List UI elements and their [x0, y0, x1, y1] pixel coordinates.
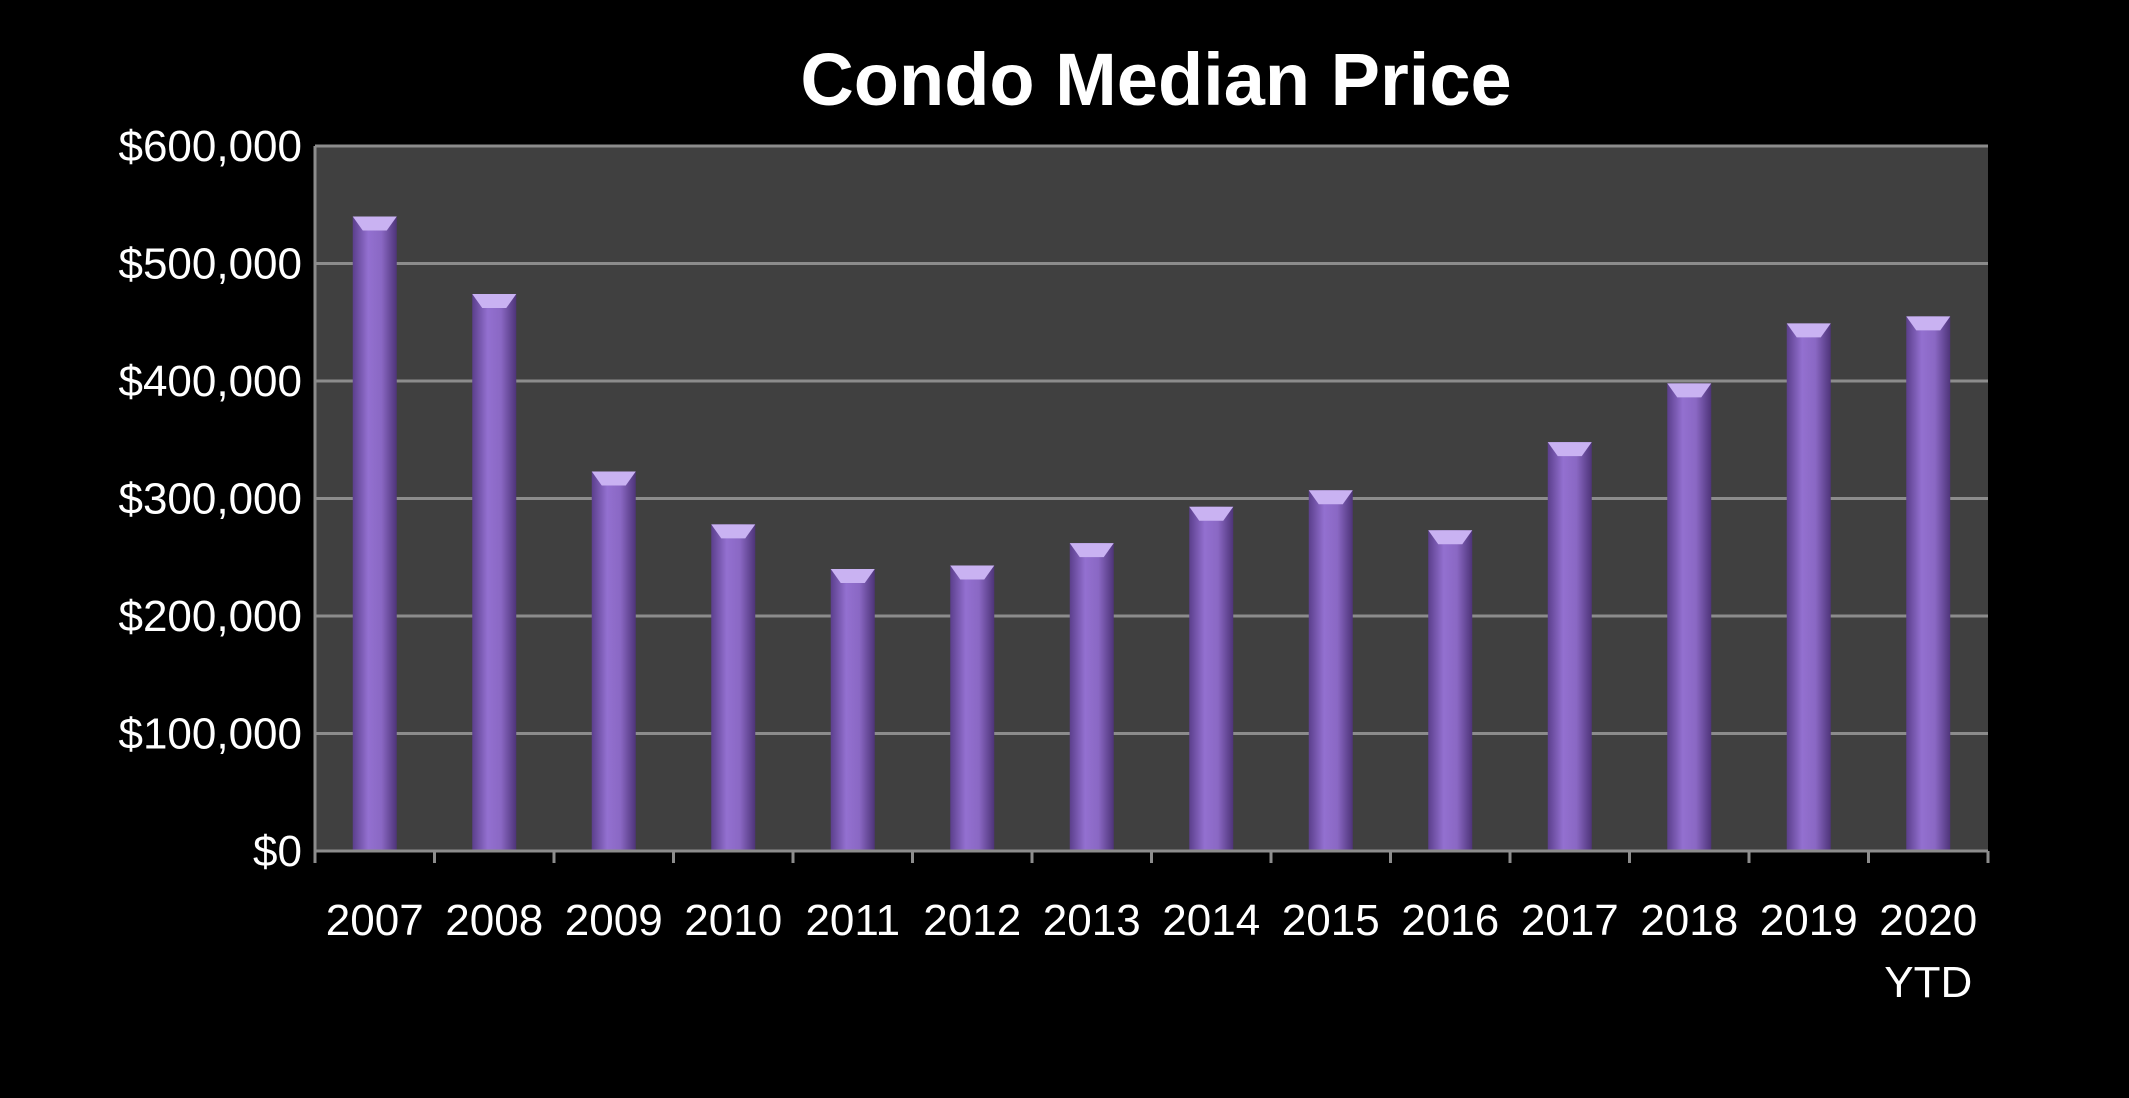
x-tick-label: 2019: [1760, 896, 1858, 945]
axes: [313, 146, 1990, 863]
bar-cap: [1428, 530, 1473, 545]
y-tick-label: $400,000: [118, 357, 302, 406]
bar: [1308, 490, 1353, 851]
bar-cap: [1189, 506, 1234, 521]
bar: [352, 216, 397, 851]
x-tick-labels: 2007 2008 2009 2010 2011 2012 2013 2014 2015 2016…: [326, 896, 1977, 1007]
x-tick-label: 2010: [684, 896, 782, 945]
y-tick-label: $300,000: [118, 475, 302, 524]
bar-cap: [950, 565, 995, 580]
x-tick-label: 2011: [805, 896, 900, 945]
y-tick-label: $0: [253, 827, 302, 876]
bar-cap: [591, 471, 636, 486]
bar-cap: [1786, 323, 1831, 338]
x-tick-label: 2017: [1521, 896, 1619, 945]
y-tick-label: $500,000: [118, 240, 302, 289]
bar: [1189, 506, 1234, 851]
bars: [352, 216, 1951, 851]
x-tick-label: 2013: [1043, 896, 1141, 945]
y-tick-label: $200,000: [118, 592, 302, 641]
bar: [1786, 323, 1831, 851]
bar-cap: [711, 524, 756, 539]
x-tick-label: 2015: [1282, 896, 1380, 945]
bar: [1069, 543, 1114, 851]
bar: [1906, 316, 1951, 851]
bar: [1667, 383, 1712, 851]
y-tick-label: $600,000: [118, 122, 302, 171]
bar: [830, 569, 875, 851]
bar-cap: [1547, 442, 1592, 457]
x-tick-label: 2014: [1162, 896, 1260, 945]
y-tick-label: $100,000: [118, 710, 302, 759]
bar: [1428, 530, 1473, 851]
x-tick-label: 2007: [326, 896, 424, 945]
bar: [711, 524, 756, 851]
bar-cap: [1069, 543, 1114, 558]
chart-title: Condo Median Price: [800, 38, 1511, 121]
x-tick-label: 2016: [1401, 896, 1499, 945]
x-tick-label: 2020 YTD: [1879, 896, 1977, 1007]
bar-cap: [352, 216, 397, 231]
bar: [591, 471, 636, 851]
bar-cap: [830, 569, 875, 583]
y-tick-labels: $0 $100,000 $200,000 $300,000 $400,000 $500,0…: [118, 122, 302, 876]
x-tick-label: 2008: [445, 896, 543, 945]
bar-cap: [472, 294, 517, 309]
bar-cap: [1667, 383, 1712, 398]
bar: [472, 294, 517, 851]
x-tick-label: 2009: [565, 896, 663, 945]
bar: [950, 565, 995, 851]
bar: [1547, 442, 1592, 851]
x-tick-label: 2018: [1640, 896, 1738, 945]
bar-cap: [1308, 490, 1353, 505]
bar-cap: [1906, 316, 1951, 331]
x-tick-label: 2012: [923, 896, 1021, 945]
